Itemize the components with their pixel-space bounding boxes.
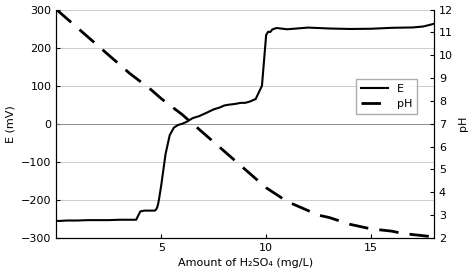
pH <box>400 232 405 235</box>
pH <box>158 97 164 100</box>
pH <box>431 235 437 239</box>
pH <box>180 113 185 116</box>
pH <box>64 17 70 20</box>
pH <box>137 80 143 83</box>
E <box>137 210 143 213</box>
pH <box>326 216 332 219</box>
E <box>150 209 156 212</box>
pH <box>96 44 101 48</box>
E <box>161 168 166 171</box>
pH <box>232 159 237 162</box>
pH <box>211 141 217 144</box>
pH <box>201 131 206 135</box>
pH <box>337 219 342 222</box>
E <box>431 22 437 25</box>
pH <box>420 234 426 237</box>
pH <box>106 54 112 57</box>
pH <box>295 204 301 208</box>
Y-axis label: E (mV): E (mV) <box>6 105 16 143</box>
pH <box>347 223 353 226</box>
pH <box>389 230 395 233</box>
pH <box>264 186 269 189</box>
pH <box>221 150 227 153</box>
pH <box>368 227 374 230</box>
E <box>54 219 59 222</box>
E <box>326 27 332 30</box>
E <box>420 25 426 28</box>
pH <box>253 177 258 180</box>
pH <box>274 193 280 196</box>
X-axis label: Amount of H₂SO₄ (mg/L): Amount of H₂SO₄ (mg/L) <box>178 258 313 269</box>
E <box>106 218 112 222</box>
pH <box>242 168 248 171</box>
pH <box>127 72 133 75</box>
Legend: E, pH: E, pH <box>356 79 417 113</box>
pH <box>190 122 196 125</box>
pH <box>284 200 290 203</box>
Line: pH: pH <box>56 10 434 237</box>
pH <box>148 88 154 91</box>
pH <box>358 225 364 228</box>
Line: E: E <box>56 24 434 221</box>
pH <box>54 8 59 11</box>
pH <box>117 63 122 66</box>
pH <box>85 35 91 39</box>
pH <box>316 213 321 217</box>
pH <box>305 209 311 212</box>
pH <box>410 233 416 236</box>
pH <box>379 229 384 232</box>
Y-axis label: pH: pH <box>458 116 468 132</box>
pH <box>169 105 174 108</box>
pH <box>74 26 80 30</box>
